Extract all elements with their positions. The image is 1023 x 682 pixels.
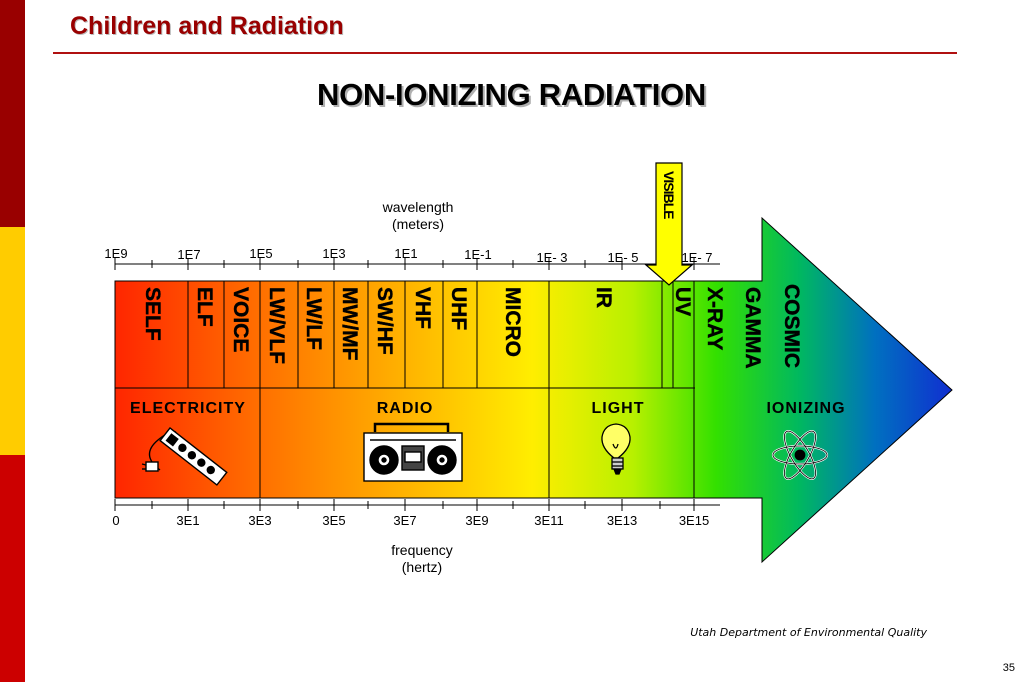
frequency-ticks — [114, 499, 695, 511]
category-label-electricity: ELECTRICITY — [130, 400, 246, 417]
band-label-elf: ELF — [193, 287, 216, 327]
band-label-ir: IR — [592, 287, 615, 308]
category-label-ionizing: IONIZING — [766, 400, 845, 417]
wavelength-tick-label: 1E7 — [177, 247, 200, 262]
spectrum-arrow — [114, 216, 953, 564]
band-label-gamma: GAMMA — [741, 287, 764, 369]
wavelength-tick-label: 1E-1 — [464, 247, 491, 262]
frequency-tick-label: 0 — [112, 513, 119, 528]
band-separators — [187, 281, 695, 498]
wavelength-tick-label: 1E1 — [394, 246, 417, 261]
frequency-tick-label: 3E13 — [607, 513, 637, 528]
band-label-cosmic: COSMIC — [780, 284, 803, 368]
wavelength-tick-label: 1E5 — [249, 246, 272, 261]
wavelength-label-line2: (meters) — [392, 216, 444, 232]
band-label-micro: MICRO — [501, 287, 524, 357]
frequency-tick-label: 3E1 — [176, 513, 199, 528]
frequency-tick-label: 3E3 — [248, 513, 271, 528]
frequency-tick-label: 3E11 — [534, 513, 563, 528]
category-label-radio: RADIO — [377, 400, 434, 417]
frequency-tick-label: 3E5 — [322, 513, 345, 528]
atom-icon-outline — [772, 430, 828, 480]
power-strip-icon — [141, 427, 228, 486]
wavelength-label-line1: wavelength — [382, 199, 454, 215]
wavelength-tick-label: 1E- 3 — [536, 250, 567, 265]
band-label-uhf: UHF — [447, 287, 470, 330]
visible-marker-label: VISIBLE — [661, 171, 677, 219]
wavelength-tick-label: 1E9 — [104, 246, 127, 261]
sidebar-accent-top — [0, 0, 25, 227]
frequency-label-line1: frequency — [391, 542, 452, 558]
wavelength-tick-label: 1E- 5 — [607, 250, 638, 265]
band-label-sw-hf: SW/HF — [373, 287, 396, 355]
band-label-voice: VOICE — [229, 287, 252, 352]
page-number: 35 — [1002, 662, 1015, 674]
frequency-tick-label: 3E15 — [679, 513, 709, 528]
wavelength-tick-label: 1E3 — [322, 246, 345, 261]
frequency-tick-label: 3E7 — [393, 513, 416, 528]
visible-marker: VISIBLE — [644, 162, 694, 286]
sidebar-accent-middle — [0, 227, 25, 455]
band-label-lw-vlf: LW/VLF — [265, 287, 288, 364]
band-label-uv: UV — [671, 287, 694, 316]
frequency-label-line2: (hertz) — [402, 559, 442, 575]
wavelength-tick-label: 1E- 7 — [681, 250, 712, 265]
band-label-x-ray: X-RAY — [703, 287, 726, 350]
light-bulb-icon — [601, 423, 631, 475]
frequency-tick-label: 3E9 — [465, 513, 488, 528]
header-rule — [53, 52, 957, 54]
source-credit: Utah Department of Environmental Quality — [690, 626, 927, 639]
sidebar-accent-bottom — [0, 455, 25, 682]
wavelength-ticks — [114, 258, 695, 270]
band-label-self: SELF — [141, 287, 164, 341]
band-label-vhf: VHF — [411, 287, 434, 329]
band-label-mw-mf: MW/MF — [338, 287, 361, 361]
boombox-icon — [363, 422, 463, 482]
header-title: Children and Radiation — [70, 12, 344, 40]
category-label-light: LIGHT — [592, 400, 645, 417]
band-label-lw-lf: LW/LF — [302, 287, 325, 350]
slide-title: NON-IONIZING RADIATION — [317, 77, 706, 112]
